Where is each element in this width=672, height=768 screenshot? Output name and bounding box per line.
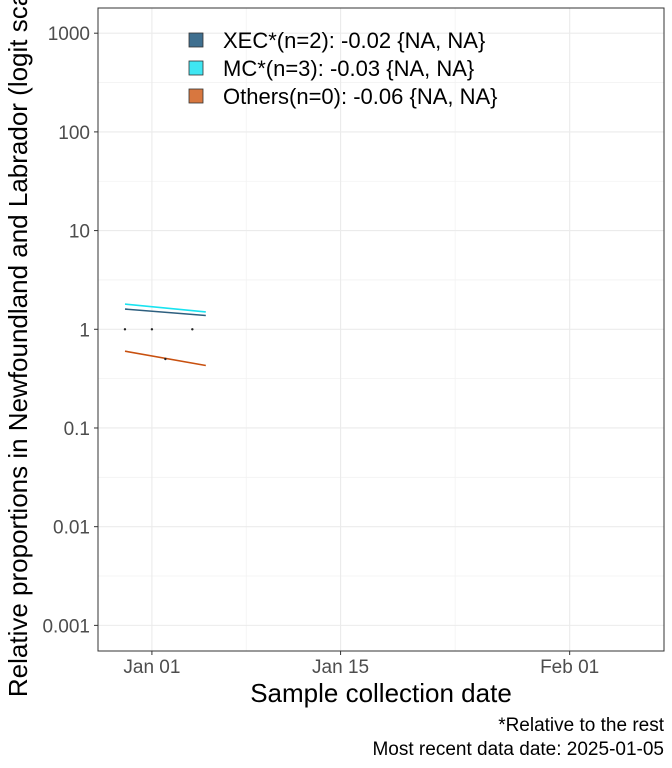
y-tick-label: 0.01 — [53, 518, 90, 539]
points-layer — [123, 328, 194, 361]
data-point-1 — [150, 328, 154, 331]
legend-key-1 — [188, 60, 204, 76]
legend-label-2: Others(n=0): -0.06 {NA, NA} — [223, 84, 498, 109]
y-tick-label: 10 — [69, 222, 90, 243]
legend-label-1: MC*(n=3): -0.03 {NA, NA} — [223, 56, 474, 81]
ticks-layer: Jan 01 Jan 15 Feb 01 1000 100 10 1 0.1 0.01 0.001 — [42, 24, 599, 678]
y-tick-label: 1 — [79, 320, 90, 341]
x-tick-label: Feb 01 — [540, 657, 599, 678]
x-tick-label: Jan 15 — [312, 657, 369, 678]
y-axis-title: Relative proportions in Newfoundland and… — [3, 0, 33, 697]
y-tick-label: 0.001 — [42, 616, 90, 637]
legend-label-0: XEC*(n=2): -0.02 {NA, NA} — [223, 28, 485, 53]
series-line-1 — [124, 303, 206, 313]
data-point-0 — [123, 328, 127, 331]
x-tick-label: Jan 01 — [123, 657, 180, 678]
data-point-2 — [164, 357, 167, 361]
legend: XEC*(n=2): -0.02 {NA, NA} MC*(n=3): -0.03… — [188, 28, 498, 109]
legend-key-2 — [188, 88, 204, 104]
y-tick-label: 0.1 — [64, 419, 90, 440]
caption-relative-note: *Relative to the rest — [498, 715, 665, 736]
x-axis-title: Sample collection date — [250, 678, 512, 708]
legend-key-0 — [188, 32, 204, 48]
caption-recent-date: Most recent data date: 2025-01-05 — [372, 739, 664, 760]
series-line-0 — [124, 308, 206, 317]
y-tick-label: 1000 — [48, 24, 90, 45]
data-point-3 — [191, 328, 194, 331]
y-tick-label: 100 — [58, 123, 90, 144]
